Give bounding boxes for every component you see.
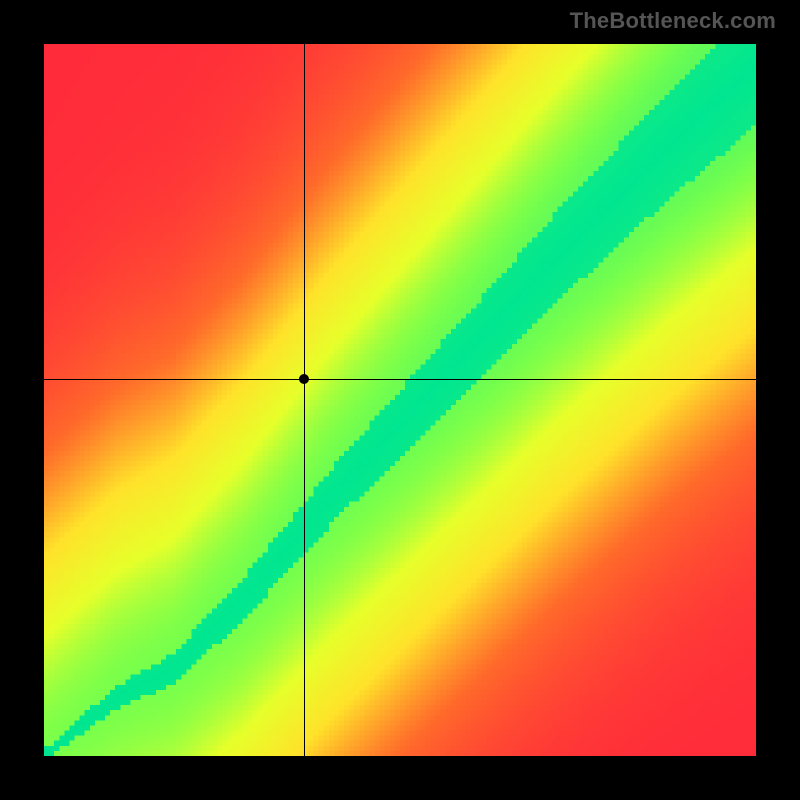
stage: TheBottleneck.com — [0, 0, 800, 800]
watermark-text: TheBottleneck.com — [570, 8, 776, 34]
crosshair-dot — [299, 374, 309, 384]
plot-area — [44, 44, 756, 756]
bottleneck-heatmap — [44, 44, 756, 756]
crosshair-horizontal — [44, 379, 756, 380]
crosshair-vertical — [304, 44, 305, 756]
